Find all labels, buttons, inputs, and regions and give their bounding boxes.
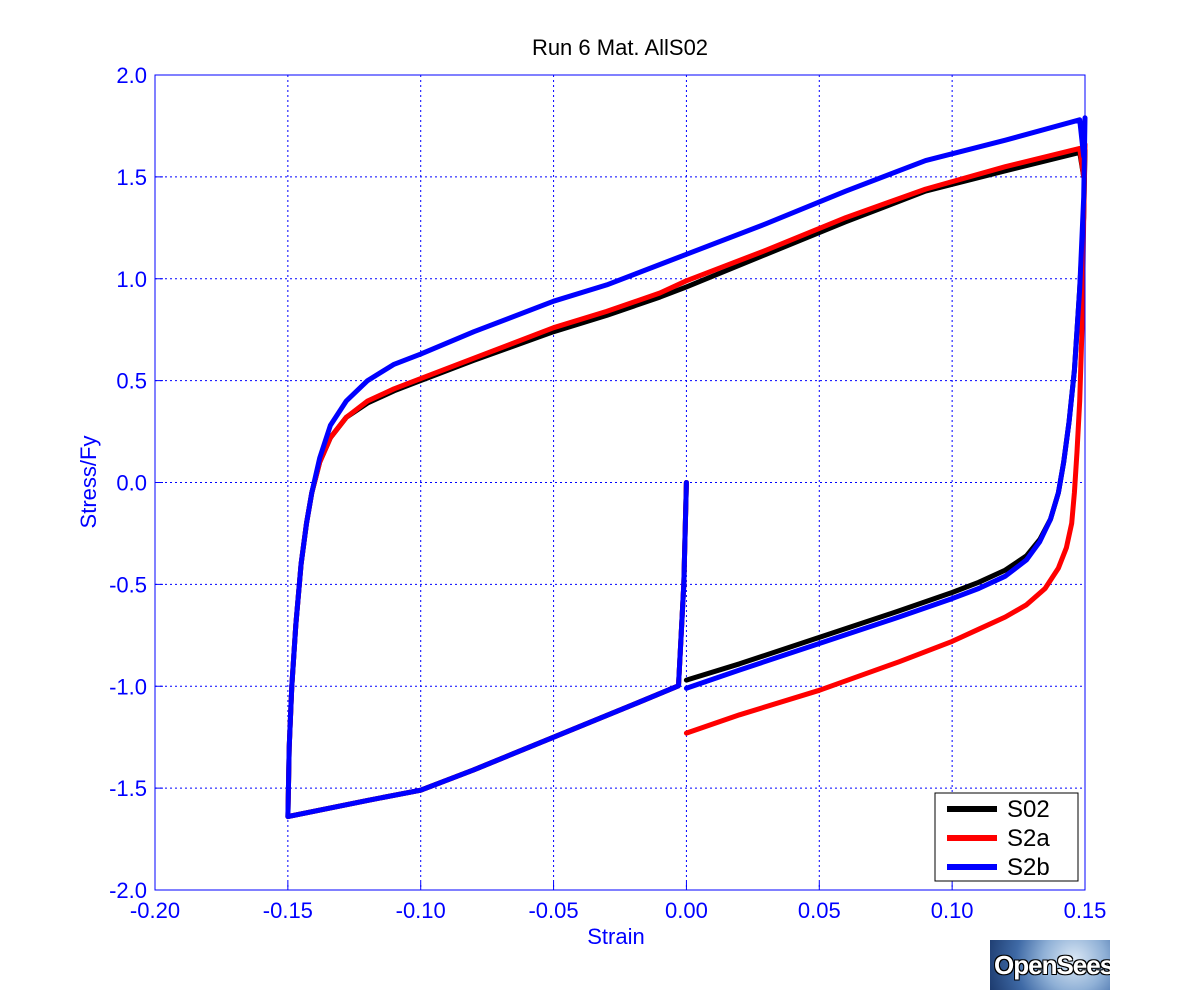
x-tick-label: 0.15 — [1064, 898, 1107, 923]
x-tick-label: -0.05 — [528, 898, 578, 923]
y-tick-label: -2.0 — [109, 878, 147, 903]
legend-label: S2b — [1007, 854, 1050, 881]
y-tick-label: 2.0 — [116, 63, 147, 88]
legend-label: S02 — [1007, 796, 1050, 823]
y-tick-label: -1.5 — [109, 776, 147, 801]
y-tick-labels: -2.0 -1.5 -1.0 -0.5 0.0 0.5 1.0 1.5 2.0 — [109, 63, 163, 903]
x-tick-label: -0.10 — [396, 898, 446, 923]
opensees-logo: OpenSees — [990, 940, 1110, 990]
series-lines — [285, 115, 1088, 820]
x-tick-labels: -0.20 -0.15 -0.10 -0.05 0.00 0.05 0.10 0.15 — [130, 882, 1106, 923]
legend-label: S2a — [1007, 825, 1050, 852]
y-tick-label: 1.5 — [116, 165, 147, 190]
y-axis-label: Stress/Fy — [76, 436, 101, 529]
x-tick-label: -0.15 — [263, 898, 313, 923]
x-tick-label: 0.00 — [665, 898, 708, 923]
grid-lines — [155, 75, 1085, 890]
x-tick-label: 0.05 — [798, 898, 841, 923]
y-tick-label: 1.0 — [116, 267, 147, 292]
x-axis-label: Strain — [587, 924, 644, 949]
series-line-s2b — [285, 115, 1088, 820]
x-tick-label: -0.20 — [130, 898, 180, 923]
logo-text: OpenSees — [994, 950, 1110, 980]
chart-title: Run 6 Mat. AllS02 — [532, 35, 708, 60]
y-tick-label: 0.5 — [116, 369, 147, 394]
y-tick-label: 0.0 — [116, 471, 147, 496]
x-tick-label: 0.10 — [931, 898, 974, 923]
y-tick-label: -0.5 — [109, 572, 147, 597]
y-tick-label: -1.0 — [109, 674, 147, 699]
